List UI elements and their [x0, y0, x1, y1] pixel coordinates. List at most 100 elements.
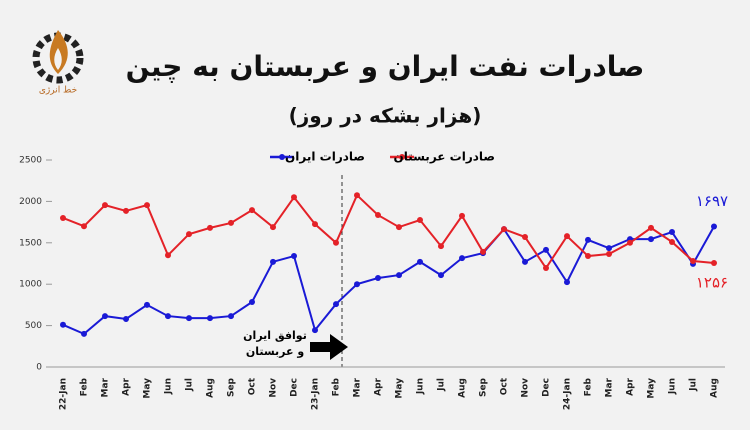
point — [564, 233, 570, 240]
x-tick-label: Apr — [626, 377, 636, 395]
point — [396, 272, 402, 279]
point — [354, 192, 360, 199]
point — [291, 253, 297, 260]
point — [543, 265, 549, 272]
annotation: و عربستان — [246, 345, 305, 358]
point — [60, 321, 66, 328]
point — [438, 272, 444, 279]
point — [333, 301, 339, 308]
point — [438, 243, 444, 250]
data-label: ۱۶۹۷ — [696, 192, 728, 210]
logo — [32, 30, 84, 84]
x-tick-label: 22-Jan — [59, 378, 69, 410]
point — [270, 258, 276, 265]
point — [459, 255, 465, 262]
x-tick-label: Mar — [353, 377, 363, 397]
point — [585, 253, 591, 260]
x-tick-label: Nov — [269, 378, 279, 398]
point — [228, 219, 234, 226]
point — [543, 246, 549, 253]
x-tick-label: Feb — [332, 377, 342, 396]
y-tick-label: 2500 — [19, 156, 42, 166]
point — [207, 224, 213, 231]
point — [711, 223, 717, 230]
x-tick-label: Aug — [710, 378, 720, 398]
point — [711, 260, 717, 267]
x-tick-label: May — [143, 378, 153, 399]
point — [312, 221, 318, 228]
y-tick-label: 0 — [36, 363, 42, 373]
event-arrow — [310, 334, 348, 360]
x-tick-label: Aug — [458, 378, 468, 398]
point — [228, 313, 234, 320]
point — [648, 224, 654, 231]
legend-swatch — [399, 154, 405, 160]
point — [144, 202, 150, 209]
point — [165, 252, 171, 259]
x-tick-label: Apr — [374, 377, 384, 395]
point — [291, 194, 297, 201]
x-tick-label: Jun — [164, 378, 174, 395]
x-tick-label: Jun — [668, 378, 678, 395]
point — [186, 315, 192, 322]
brand: خط انرژی — [39, 86, 77, 96]
point — [102, 202, 108, 209]
point — [375, 212, 381, 219]
x-tick-label: Oct — [500, 377, 510, 395]
y-tick-label: 500 — [25, 321, 42, 331]
x-tick-label: May — [647, 378, 657, 399]
point — [123, 207, 129, 214]
x-tick-label: Jul — [689, 378, 699, 392]
point — [690, 258, 696, 265]
series-line — [62, 225, 715, 336]
x-tick-label: Sep — [479, 377, 489, 397]
point — [81, 330, 87, 337]
point — [480, 248, 486, 255]
x-tick-label: 23-Jan — [311, 378, 321, 410]
point — [417, 217, 423, 224]
series-line — [62, 193, 715, 270]
point — [186, 231, 192, 238]
legend-swatch — [279, 154, 285, 160]
x-tick-label: 24-Jan — [563, 378, 573, 410]
point — [81, 223, 87, 230]
x-tick-label: Jul — [437, 378, 447, 392]
point — [249, 207, 255, 214]
point — [144, 301, 150, 308]
point — [627, 239, 633, 246]
x-tick-label: Mar — [101, 377, 111, 397]
x-tick-label: Oct — [248, 377, 258, 395]
point — [522, 234, 528, 241]
x-tick-label: Nov — [521, 378, 531, 398]
legend-label: صادرات عربستان — [393, 150, 495, 164]
x-tick-label: Dec — [290, 378, 300, 397]
y-tick-label: 1000 — [19, 280, 42, 290]
x-tick-label: Aug — [206, 378, 216, 398]
point — [207, 315, 213, 322]
point — [375, 274, 381, 281]
point — [585, 236, 591, 243]
data-label: ۱۲۵۶ — [696, 274, 728, 292]
point — [102, 313, 108, 320]
x-tick-label: Dec — [542, 378, 552, 397]
x-tick-label: Apr — [122, 377, 132, 395]
x-tick-label: Mar — [605, 377, 615, 397]
chart-subtitle: (هزار بشکه در روز) — [289, 104, 482, 128]
point — [648, 236, 654, 243]
point — [354, 281, 360, 288]
x-tick-label: Feb — [80, 377, 90, 396]
x-tick-label: Feb — [584, 377, 594, 396]
point — [459, 212, 465, 219]
x-tick-label: May — [395, 378, 405, 399]
point — [669, 238, 675, 245]
point — [396, 224, 402, 231]
x-tick-label: Sep — [227, 377, 237, 397]
point — [312, 327, 318, 334]
point — [270, 224, 276, 231]
chart-title: صادرات نفت ایران و عربستان به چین — [126, 50, 645, 83]
x-tick-label: Jul — [185, 378, 195, 392]
y-tick-label: 2000 — [19, 197, 42, 207]
y-tick-label: 1500 — [19, 238, 42, 248]
